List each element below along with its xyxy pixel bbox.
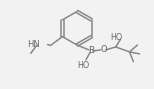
Text: HN: HN	[27, 40, 40, 49]
Text: HO: HO	[77, 61, 89, 70]
Text: HO: HO	[111, 33, 123, 42]
Text: B: B	[88, 46, 94, 55]
Text: O: O	[100, 45, 107, 54]
